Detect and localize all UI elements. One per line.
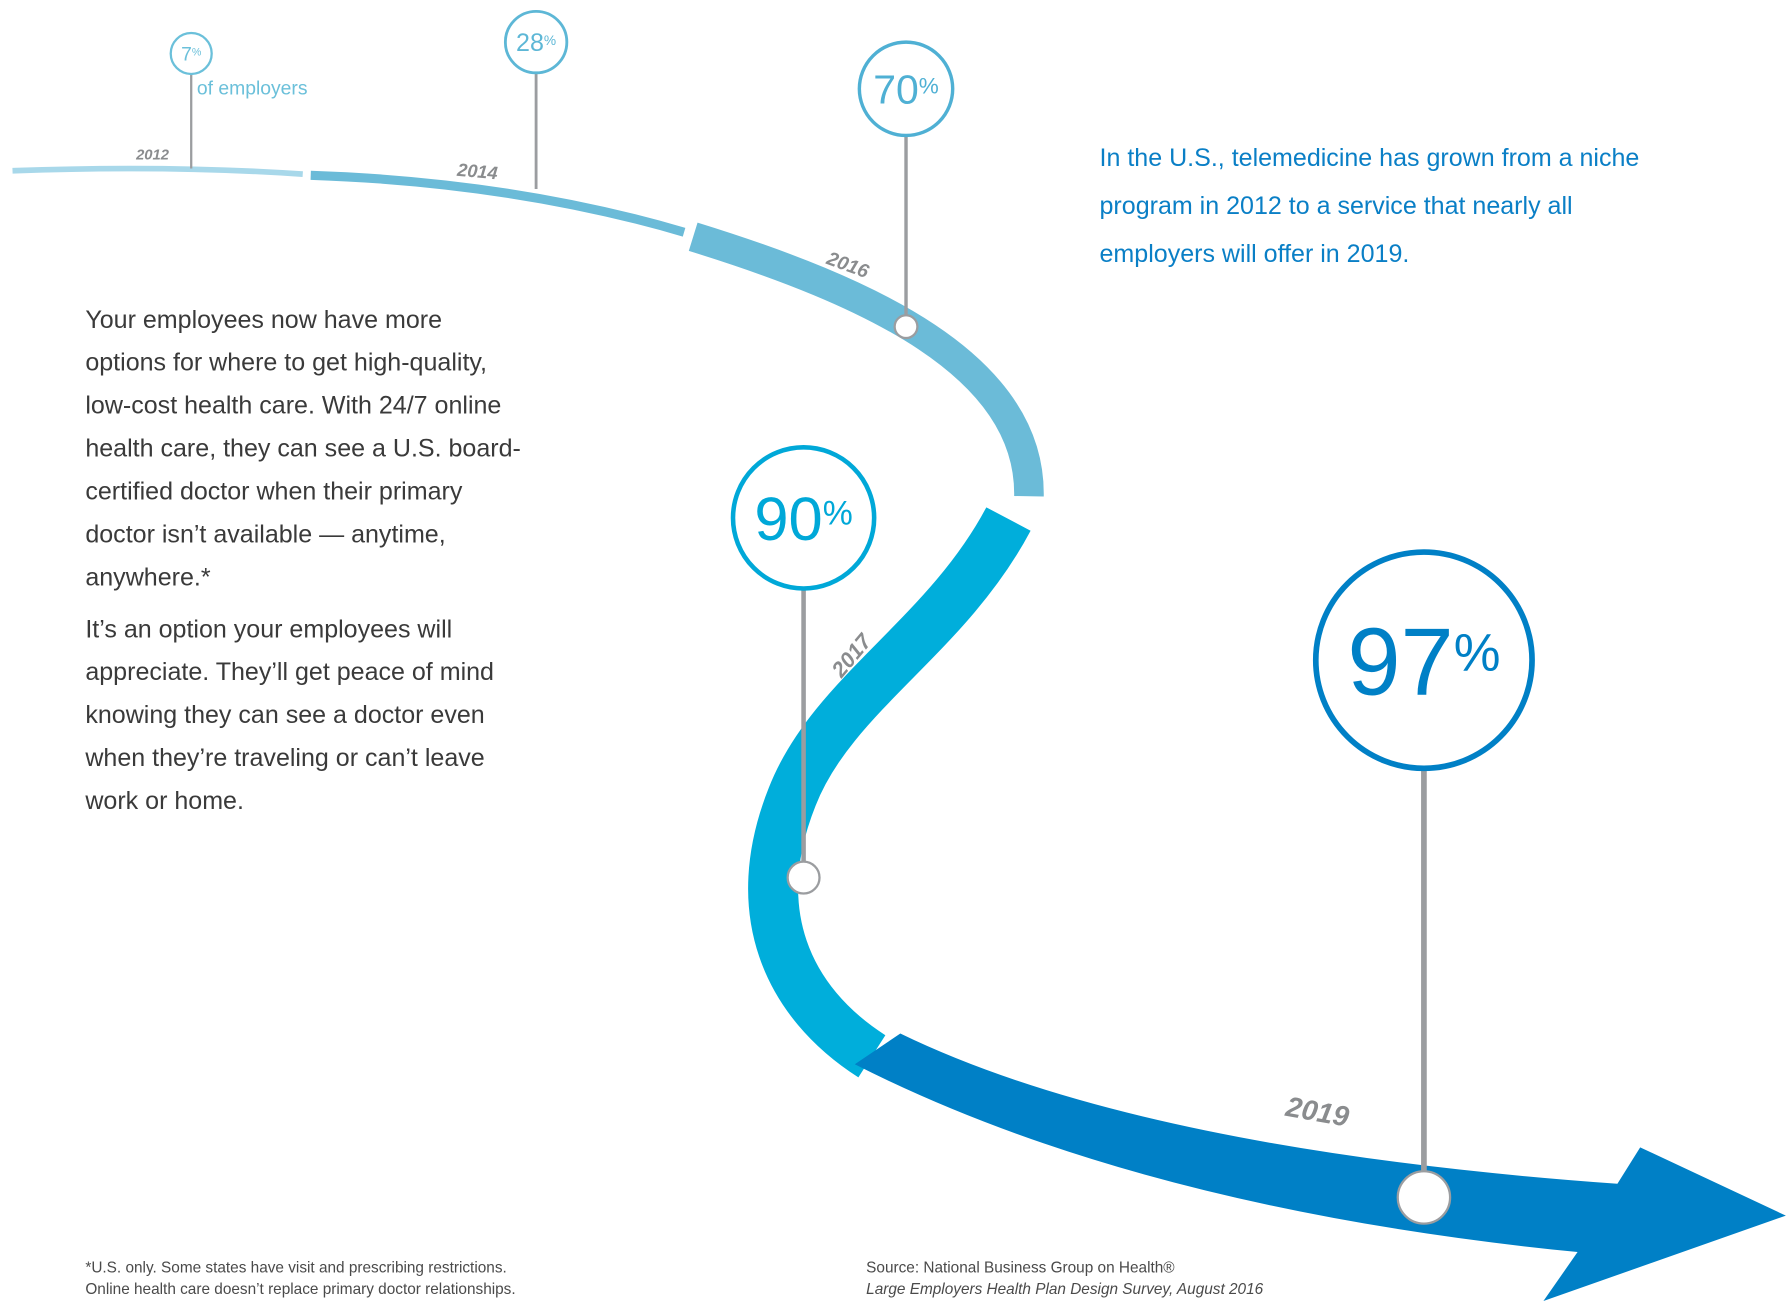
milestone-percent: 70% [873, 67, 939, 113]
percent-unit: % [544, 33, 556, 48]
body-line: certified doctor when their primary [85, 477, 462, 505]
year-label: 2012 [135, 147, 170, 163]
road-segment [688, 222, 1044, 497]
body-line: when they’re traveling or can’t leave [84, 744, 484, 772]
percent-value: 28 [516, 29, 544, 57]
percent-unit: % [823, 495, 853, 533]
milestone-note: of employers [197, 77, 308, 99]
body-line: work or home. [84, 787, 244, 815]
body-line: appreciate. They’ll get peace of mind [85, 658, 494, 686]
body-line: knowing they can see a doctor even [85, 701, 484, 729]
road-segment [310, 170, 686, 237]
milestone-circle [503, 9, 569, 75]
percent-unit: % [192, 47, 202, 59]
percent-value: 97 [1347, 609, 1453, 716]
percent-value: 70 [873, 67, 919, 113]
year-label: 2019 [1282, 1091, 1351, 1134]
lead-line: In the U.S., telemedicine has grown from… [1100, 144, 1640, 172]
body-line: Your employees now have more [85, 306, 442, 334]
milestone-percent: 90% [754, 485, 852, 554]
lead-line: employers will offer in 2019. [1100, 240, 1410, 268]
percent-unit: % [919, 73, 939, 98]
timeline-road [12, 165, 1786, 1301]
source-line: Large Employers Health Plan Design Surve… [866, 1281, 1263, 1298]
body-line: anywhere.* [85, 563, 210, 591]
milestone-percent: 28% [516, 29, 556, 57]
milestone-circle [169, 31, 213, 76]
text-blocks: In the U.S., telemedicine has grown from… [84, 144, 1639, 1298]
body-line: low-cost health care. With 24/7 online [85, 392, 501, 420]
milestone-circle [730, 445, 877, 591]
body-line: options for where to get high-quality, [85, 349, 487, 377]
body-line: It’s an option your employees will [85, 615, 452, 643]
milestone-circle [1312, 549, 1535, 772]
milestone-percent: 7% [181, 43, 202, 65]
footnote-line: *U.S. only. Some states have visit and p… [85, 1260, 506, 1277]
year-label: 2014 [455, 160, 498, 184]
road-arrow [854, 1033, 1786, 1301]
lead-line: program in 2012 to a service that nearly… [1100, 192, 1573, 220]
percent-unit: % [1454, 624, 1501, 683]
milestone-percent: 97% [1347, 609, 1500, 716]
body-line: health care, they can see a U.S. board- [85, 435, 521, 463]
percent-value: 90 [754, 485, 822, 554]
body-line: doctor isn’t available — anytime, [85, 520, 445, 548]
road-segment [12, 165, 303, 177]
source-line: Source: National Business Group on Healt… [866, 1260, 1175, 1277]
milestone-circle [857, 40, 955, 138]
road-segment [748, 507, 1031, 1078]
milestone-dot [786, 860, 821, 895]
milestone-dot [1396, 1170, 1452, 1225]
percent-value: 7 [181, 43, 192, 65]
milestone-dot [893, 314, 919, 340]
footnote-line: Online health care doesn’t replace prima… [85, 1281, 515, 1298]
